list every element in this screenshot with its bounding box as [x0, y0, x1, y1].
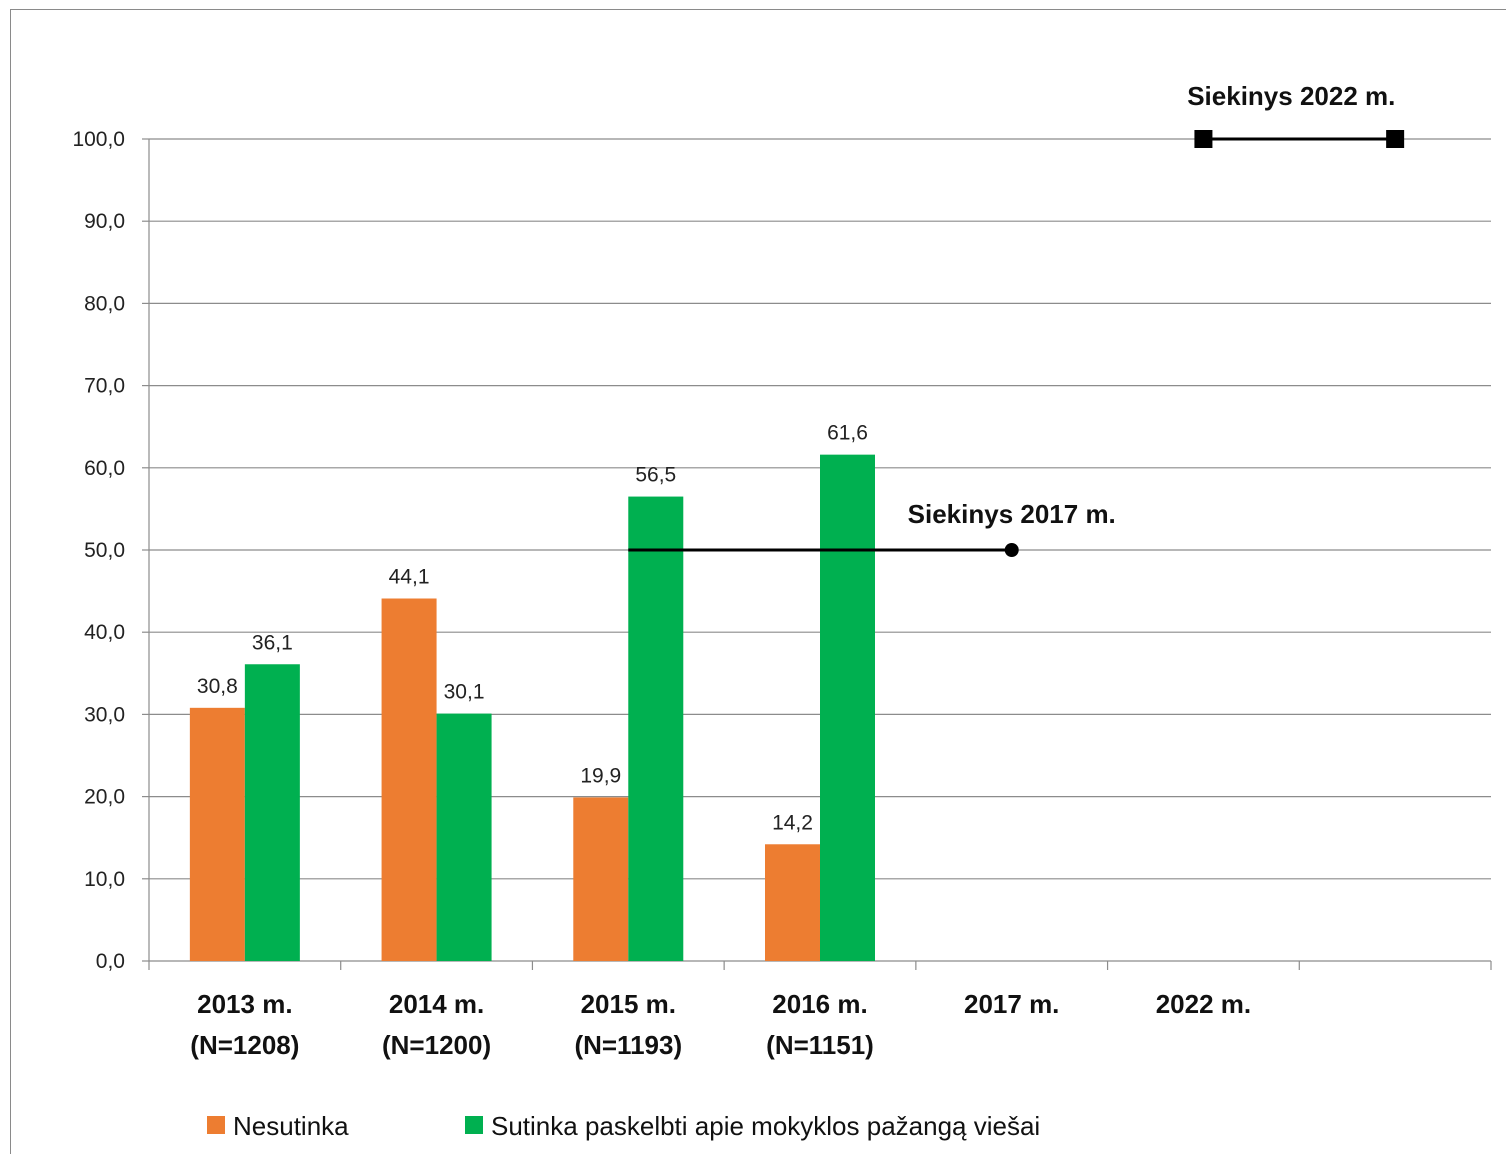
bar-nesutinka: [189, 707, 245, 961]
data-label: 30,1: [444, 681, 485, 704]
data-label: 44,1: [389, 565, 430, 588]
bar-sutinka: [628, 496, 684, 961]
category-label: 2022 m.: [1156, 989, 1251, 1019]
category-label: (N=1151): [766, 1030, 874, 1060]
data-label: 14,2: [772, 811, 813, 834]
bar-sutinka: [244, 664, 300, 961]
data-label: 30,8: [197, 675, 238, 698]
category-label: 2015 m.: [581, 989, 676, 1019]
target-label: Siekinys 2022 m.: [1187, 81, 1395, 111]
bar-nesutinka: [573, 797, 629, 961]
y-tick-label: 70,0: [84, 375, 125, 398]
target-label: Siekinys 2017 m.: [908, 499, 1116, 529]
category-label: (N=1193): [574, 1030, 682, 1060]
bar-nesutinka: [765, 844, 820, 961]
target-marker: [1386, 130, 1405, 148]
y-tick-label: 80,0: [84, 292, 125, 315]
y-tick-label: 40,0: [84, 621, 125, 644]
y-tick-label: 10,0: [84, 868, 125, 891]
category-label: (N=1208): [190, 1030, 299, 1060]
bar-sutinka: [436, 713, 492, 961]
y-tick-label: 30,0: [84, 703, 125, 726]
y-tick-label: 20,0: [84, 786, 125, 809]
data-label: 56,5: [635, 464, 676, 487]
legend-swatch: [207, 1116, 225, 1134]
y-tick-label: 100,0: [72, 128, 125, 151]
data-label: 61,6: [827, 422, 868, 445]
legend-label: Sutinka paskelbti apie mokyklos pažangą …: [491, 1111, 1040, 1141]
y-tick-label: 50,0: [84, 539, 125, 562]
legend-swatch: [465, 1116, 483, 1134]
category-label: 2014 m.: [389, 989, 484, 1019]
y-tick-label: 0,0: [96, 950, 125, 973]
target-marker: [1004, 543, 1019, 557]
target-marker: [1194, 130, 1213, 148]
category-label: (N=1200): [382, 1030, 491, 1060]
category-label: 2016 m.: [772, 989, 867, 1019]
data-label: 36,1: [252, 631, 293, 654]
chart-frame: [10, 9, 1506, 1154]
y-tick-label: 60,0: [84, 457, 125, 480]
bar-nesutinka: [381, 598, 437, 961]
bar-sutinka: [820, 454, 875, 961]
category-label: 2017 m.: [964, 989, 1059, 1019]
category-label: 2013 m.: [197, 989, 292, 1019]
legend-label: Nesutinka: [233, 1111, 349, 1141]
data-label: 19,9: [580, 764, 621, 787]
y-tick-label: 90,0: [84, 210, 125, 233]
